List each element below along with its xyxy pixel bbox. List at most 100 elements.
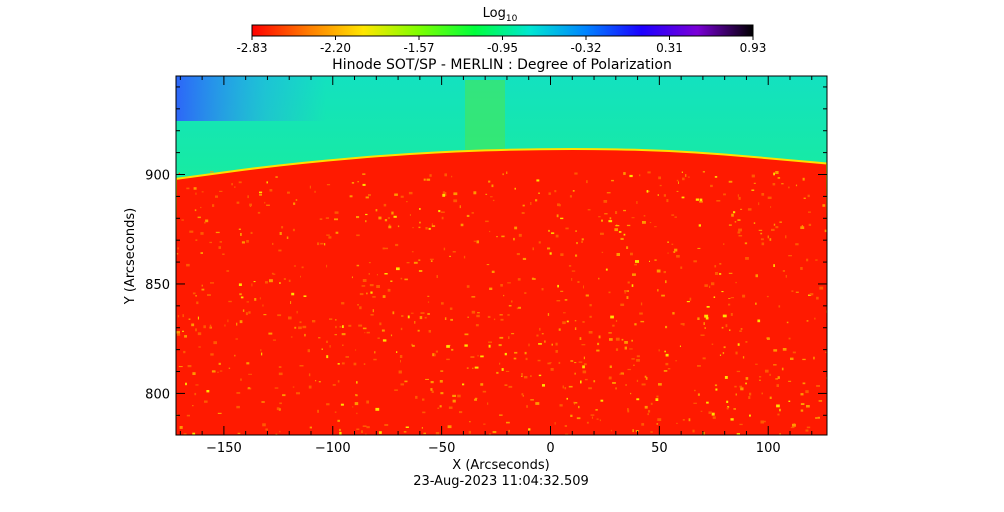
speckle (631, 339, 633, 342)
speckle (192, 405, 194, 407)
speckle (555, 350, 558, 353)
speckle (356, 381, 358, 384)
speckle (183, 433, 187, 435)
speckle (471, 212, 474, 214)
speckle (329, 345, 331, 348)
speckle (449, 255, 451, 257)
speckle (498, 344, 502, 347)
speckle (279, 282, 281, 284)
speckle (412, 227, 414, 229)
speckle (475, 324, 479, 327)
speckle (341, 302, 345, 305)
speckle (177, 315, 180, 318)
speckle (562, 385, 564, 389)
speckle (201, 284, 203, 287)
speckle (803, 197, 806, 199)
speckle (272, 242, 274, 245)
speckle (390, 334, 393, 337)
speckle (404, 278, 408, 281)
speckle (627, 409, 630, 413)
speckle (689, 297, 692, 301)
speckle (715, 388, 718, 391)
speckle (722, 352, 725, 355)
speckle (558, 328, 561, 331)
speckle (582, 370, 587, 374)
speckle (704, 327, 706, 329)
speckle (556, 300, 561, 302)
speckle (671, 214, 675, 216)
speckle (357, 304, 359, 306)
speckle (736, 433, 740, 435)
speckle (773, 264, 775, 267)
speckle (218, 246, 221, 249)
speckle (596, 418, 599, 420)
speckle (728, 180, 733, 183)
speckle (571, 278, 573, 281)
speckle (326, 340, 328, 343)
speckle (674, 216, 677, 218)
speckle (200, 232, 204, 235)
speckle (563, 312, 566, 314)
speckle (429, 258, 434, 260)
speckle (405, 426, 409, 428)
speckle (439, 380, 443, 383)
speckle (514, 187, 516, 190)
speckle (263, 314, 267, 316)
speckle (259, 193, 262, 196)
speckle (725, 324, 728, 328)
speckle (702, 431, 705, 435)
speckle (687, 176, 690, 178)
speckle (365, 213, 368, 216)
speckle (245, 312, 248, 316)
speckle (501, 368, 504, 371)
speckle (341, 362, 345, 365)
speckle (615, 348, 619, 351)
speckle (739, 423, 743, 426)
speckle (365, 220, 367, 223)
speckle (362, 173, 366, 175)
speckle (237, 432, 241, 434)
speckle (325, 217, 329, 219)
speckle (700, 410, 703, 412)
speckle (591, 416, 593, 419)
speckle (709, 285, 711, 288)
speckle (706, 306, 710, 308)
speckle (630, 252, 633, 256)
speckle (640, 302, 643, 306)
speckle (419, 221, 421, 224)
speckle (671, 243, 674, 245)
speckle (522, 257, 527, 260)
speckle (723, 243, 725, 245)
speckle (712, 416, 716, 419)
speckle (650, 431, 653, 433)
speckle (209, 241, 212, 244)
speckle (246, 362, 250, 365)
speckle (234, 186, 236, 188)
speckle (547, 362, 551, 365)
speckle (508, 385, 513, 388)
speckle (681, 171, 683, 173)
speckle (453, 192, 458, 196)
speckle (287, 191, 290, 194)
colorbar-label: Log10 (483, 6, 518, 24)
speckle (758, 202, 760, 206)
speckle (395, 243, 399, 247)
speckle (411, 251, 414, 253)
speckle (491, 184, 494, 188)
speckle (629, 174, 633, 178)
speckle (596, 349, 600, 352)
speckle (420, 312, 425, 314)
speckle (352, 406, 354, 408)
speckle (293, 265, 296, 267)
speckle (334, 211, 339, 214)
speckle (401, 315, 404, 317)
speckle (548, 229, 550, 232)
speckle (194, 209, 197, 212)
speckle (400, 195, 404, 198)
speckle (334, 334, 337, 336)
speckle (278, 366, 282, 368)
speckle (425, 227, 428, 230)
speckle (470, 356, 475, 358)
speckle (485, 193, 488, 195)
speckle (474, 397, 478, 399)
